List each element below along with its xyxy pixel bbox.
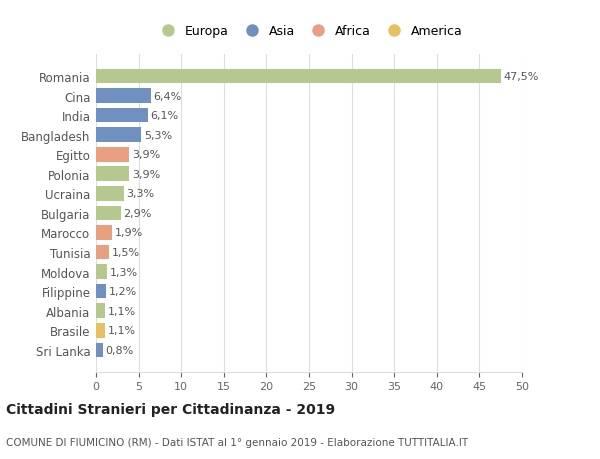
Bar [96,167,129,182]
Text: 5,3%: 5,3% [144,130,172,140]
Bar [96,69,500,84]
Text: 1,3%: 1,3% [110,267,138,277]
Bar [96,265,107,280]
Text: 1,5%: 1,5% [112,247,139,257]
Bar [96,108,148,123]
Legend: Europa, Asia, Africa, America: Europa, Asia, Africa, America [150,20,468,43]
Text: 2,9%: 2,9% [123,208,152,218]
Text: 1,1%: 1,1% [108,325,136,336]
Text: 3,9%: 3,9% [132,169,160,179]
Bar [96,187,124,201]
Bar [96,323,106,338]
Text: 1,1%: 1,1% [108,306,136,316]
Text: 6,1%: 6,1% [151,111,179,121]
Bar [96,147,129,162]
Text: 0,8%: 0,8% [106,345,134,355]
Bar [96,284,106,299]
Text: 1,9%: 1,9% [115,228,143,238]
Bar [96,128,141,143]
Bar [96,89,151,104]
Text: 3,9%: 3,9% [132,150,160,160]
Bar [96,343,103,358]
Text: 47,5%: 47,5% [503,72,539,82]
Text: 3,3%: 3,3% [127,189,155,199]
Bar [96,304,106,319]
Bar [96,226,112,240]
Text: 1,2%: 1,2% [109,286,137,297]
Text: 6,4%: 6,4% [153,91,181,101]
Bar [96,206,121,221]
Bar [96,245,109,260]
Text: COMUNE DI FIUMICINO (RM) - Dati ISTAT al 1° gennaio 2019 - Elaborazione TUTTITAL: COMUNE DI FIUMICINO (RM) - Dati ISTAT al… [6,437,468,447]
Text: Cittadini Stranieri per Cittadinanza - 2019: Cittadini Stranieri per Cittadinanza - 2… [6,402,335,416]
